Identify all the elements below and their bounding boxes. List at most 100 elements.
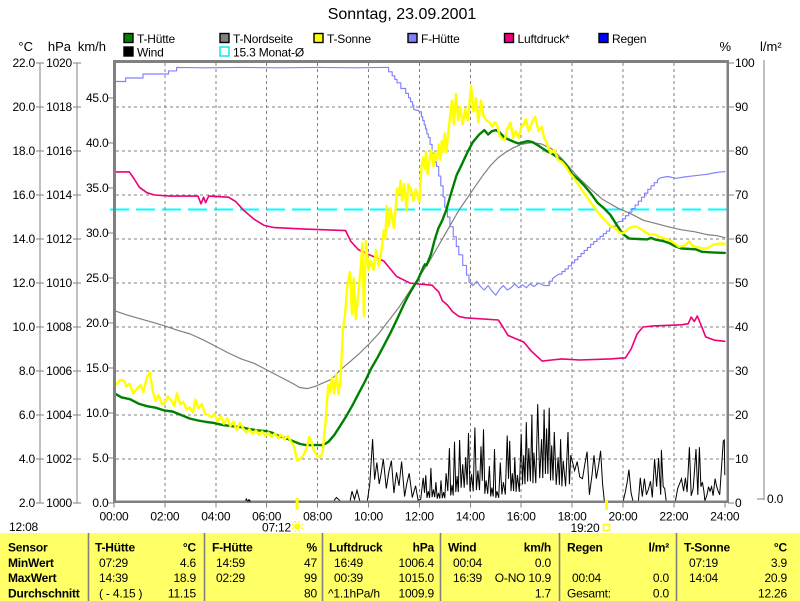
svg-text:25.0: 25.0 [86, 271, 109, 285]
svg-text:10: 10 [735, 452, 748, 466]
svg-text:16.0: 16.0 [12, 188, 35, 202]
svg-text:14:04: 14:04 [689, 571, 719, 585]
svg-text:T-Sonne: T-Sonne [684, 541, 730, 555]
svg-text:14:39: 14:39 [99, 571, 129, 585]
svg-text:°C: °C [774, 541, 788, 555]
svg-text:02:00: 02:00 [150, 510, 180, 524]
svg-text:°C: °C [183, 541, 197, 555]
svg-text:4.6: 4.6 [180, 556, 197, 570]
svg-text:1010: 1010 [46, 276, 72, 290]
svg-text:11.15: 11.15 [168, 586, 197, 600]
svg-text:24:00: 24:00 [710, 510, 740, 524]
svg-text:07:29: 07:29 [99, 556, 129, 570]
svg-text:Sensor: Sensor [8, 541, 48, 555]
svg-text:40: 40 [735, 320, 748, 334]
svg-text:07:19: 07:19 [689, 556, 719, 570]
svg-text:Durchschnitt: Durchschnitt [8, 586, 80, 600]
svg-text:%: % [719, 39, 731, 54]
svg-text:20:00: 20:00 [608, 510, 638, 524]
svg-text:T-Sonne: T-Sonne [327, 32, 371, 46]
svg-text:Wind: Wind [448, 541, 476, 555]
svg-text:00:04: 00:04 [572, 571, 602, 585]
svg-text:l/m²: l/m² [648, 541, 669, 555]
svg-text:2.0: 2.0 [19, 496, 36, 510]
svg-text:1006: 1006 [46, 364, 72, 378]
svg-text:14:59: 14:59 [216, 556, 246, 570]
svg-text:( - 4.15 ): ( - 4.15 ) [99, 586, 143, 600]
svg-text:4.0: 4.0 [19, 452, 36, 466]
svg-text:04:00: 04:00 [201, 510, 231, 524]
svg-text:F-Hütte: F-Hütte [421, 32, 460, 46]
svg-text:Regen: Regen [567, 541, 603, 555]
svg-text:20.0: 20.0 [12, 100, 35, 114]
svg-text:12.26: 12.26 [758, 586, 788, 600]
svg-text:40.0: 40.0 [86, 136, 109, 150]
svg-text:10.0: 10.0 [12, 320, 35, 334]
svg-text:1008: 1008 [46, 320, 72, 334]
svg-text:1000: 1000 [46, 496, 72, 510]
svg-text:100: 100 [735, 56, 755, 70]
svg-text:hPa: hPa [48, 39, 72, 54]
svg-text:1009.9: 1009.9 [398, 586, 434, 600]
svg-text:30.0: 30.0 [86, 226, 109, 240]
svg-text:l/m²: l/m² [760, 39, 782, 54]
svg-text:12.0: 12.0 [12, 276, 35, 290]
svg-text:47: 47 [304, 556, 317, 570]
svg-text:14:00: 14:00 [456, 510, 486, 524]
svg-text:70: 70 [735, 188, 748, 202]
svg-text:T-Hütte: T-Hütte [137, 32, 175, 46]
svg-text:Sonntag, 23.09.2001: Sonntag, 23.09.2001 [328, 6, 477, 23]
svg-text:18.9: 18.9 [173, 571, 196, 585]
svg-text:00:04: 00:04 [453, 556, 483, 570]
svg-text:°C: °C [18, 39, 33, 54]
svg-text:00:39: 00:39 [334, 571, 364, 585]
svg-text:06:00: 06:00 [252, 510, 282, 524]
svg-text:18:00: 18:00 [558, 510, 588, 524]
svg-text:1020: 1020 [46, 56, 72, 70]
svg-text:Gesamt:: Gesamt: [567, 586, 611, 600]
svg-text:1015.0: 1015.0 [398, 571, 434, 585]
svg-text:1014: 1014 [46, 188, 72, 202]
svg-text:km/h: km/h [524, 541, 551, 555]
svg-text:5.0: 5.0 [92, 451, 109, 465]
svg-text:Luftdruck: Luftdruck [329, 541, 383, 555]
svg-text:10:00: 10:00 [354, 510, 384, 524]
svg-text:20: 20 [735, 408, 748, 422]
svg-text:T-Nordseite: T-Nordseite [233, 32, 293, 46]
svg-text:0.0: 0.0 [535, 556, 552, 570]
svg-text:80: 80 [735, 144, 748, 158]
svg-text:Wind: Wind [137, 46, 164, 60]
svg-text:1.7: 1.7 [535, 586, 552, 600]
svg-text:12:08: 12:08 [9, 520, 39, 534]
svg-text:50: 50 [735, 276, 748, 290]
svg-text:02:29: 02:29 [216, 571, 246, 585]
svg-text:15.3 Monat-Ø: 15.3 Monat-Ø [233, 46, 304, 60]
svg-text:1006.4: 1006.4 [398, 556, 434, 570]
svg-text:99: 99 [304, 571, 317, 585]
svg-text:18.0: 18.0 [12, 144, 35, 158]
svg-text:20.9: 20.9 [764, 571, 787, 585]
svg-text:22.0: 22.0 [12, 56, 35, 70]
svg-text:1018: 1018 [46, 100, 72, 114]
svg-text:0.0: 0.0 [653, 571, 670, 585]
svg-text:8.0: 8.0 [19, 364, 36, 378]
svg-text:16:00: 16:00 [507, 510, 537, 524]
svg-text:Regen: Regen [612, 32, 646, 46]
svg-text:22:00: 22:00 [659, 510, 689, 524]
svg-text:0.0: 0.0 [92, 496, 109, 510]
svg-text:10.0: 10.0 [86, 406, 109, 420]
svg-text:6.0: 6.0 [19, 408, 36, 422]
svg-text:1002: 1002 [46, 452, 72, 466]
svg-text:Luftdruck*: Luftdruck* [518, 32, 571, 46]
svg-text:12:00: 12:00 [405, 510, 435, 524]
svg-text:20.0: 20.0 [86, 316, 109, 330]
svg-text:45.0: 45.0 [86, 91, 109, 105]
svg-text:^1.1hPa/h: ^1.1hPa/h [328, 586, 380, 600]
svg-text:16:39: 16:39 [453, 571, 483, 585]
svg-text:MinWert: MinWert [8, 556, 54, 570]
svg-text:0.0: 0.0 [653, 586, 670, 600]
svg-text:F-Hütte: F-Hütte [212, 541, 253, 555]
svg-text:O-NO 10.9: O-NO 10.9 [495, 571, 552, 585]
svg-text:90: 90 [735, 100, 748, 114]
svg-text:0.0: 0.0 [767, 492, 784, 506]
